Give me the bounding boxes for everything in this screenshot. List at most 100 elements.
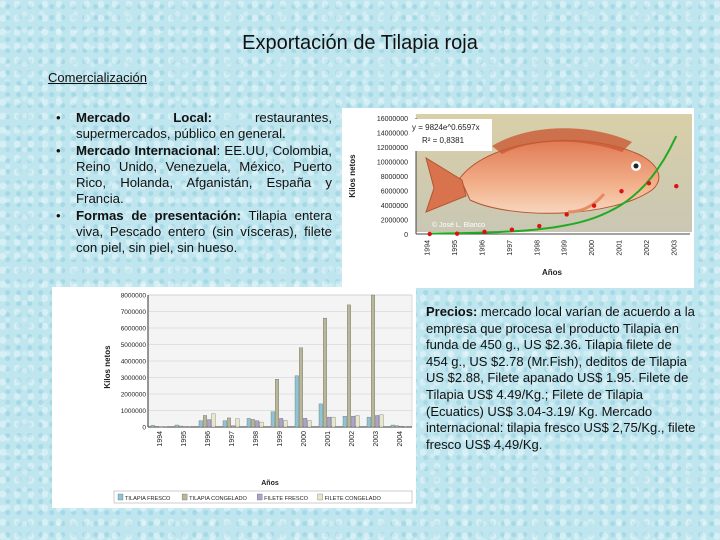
chart2-bar (323, 317, 327, 428)
chart1-xlabel: Años (542, 268, 563, 277)
chart2-legend-label: FILETE CONGELADO (325, 496, 382, 502)
chart1-data-point (591, 203, 597, 208)
chart2-legend-swatch (117, 493, 124, 501)
chart1-data-point (646, 181, 652, 186)
chart1-y-tick-label: 8000000 (381, 174, 408, 181)
chart2-bar (246, 418, 251, 428)
chart1-x-tick-label: 2000 (589, 240, 596, 256)
chart1-x-tick-label: 2001 (617, 240, 624, 256)
chart2-bar (183, 426, 188, 428)
chart2-y-tick-label: 3000000 (121, 375, 147, 382)
bullet-item: • Mercado Internacional: EE.UU, Colombia,… (56, 143, 332, 208)
bullet-text: restaurantes, supermercados, público en … (76, 110, 332, 142)
section-subtitle: Comercialización (48, 70, 147, 85)
chart2-bar (255, 420, 260, 428)
chart2-y-tick-label: 4000000 (121, 359, 147, 366)
chart2-x-tick-label: 1998 (253, 431, 260, 447)
chart2-bar (403, 426, 408, 428)
chart1-y-tick-label: 6000000 (381, 189, 408, 196)
chart2-bar (318, 403, 323, 428)
chart2-bar (399, 426, 404, 428)
chart2-bar (187, 426, 192, 428)
chart2-x-tick-label: 2003 (373, 431, 380, 447)
chart1-x-tick-label: 1995 (452, 240, 459, 256)
chart2-bar (155, 426, 159, 428)
chart2-y-tick-label: 8000000 (121, 293, 147, 300)
chart2-bar (379, 414, 384, 428)
export-bar-chart: 8000000 7000000 6000000 5000000 4000000 30000… (52, 287, 416, 508)
photo-credit: © José L. Blanco (432, 221, 485, 229)
chart2-bar (327, 416, 332, 428)
chart2-bar (299, 347, 303, 428)
chart2-y-tick-label: 5000000 (121, 342, 147, 349)
chart2-x-tick-label: 1999 (277, 431, 284, 447)
chart1-y-tick-label: 10000000 (377, 160, 408, 167)
chart2-x-tick-label: 2002 (349, 431, 356, 447)
chart1-x-tick-label: 1996 (480, 240, 487, 256)
bullet-dot: • (56, 110, 61, 125)
chart2-legend-swatch (181, 493, 188, 501)
chart2-bar (355, 415, 360, 428)
chart1-y-tick-label: 0 (404, 232, 408, 239)
chart1-y-ticks: 16000000 14000000 12000000 10000000 8000000 6… (377, 116, 408, 239)
chart2-xlabel: Años (261, 480, 279, 487)
chart2-x-tick-label: 1994 (157, 431, 164, 447)
bullet-label: Formas de presentación: (76, 207, 241, 223)
chart2-axes (147, 294, 413, 428)
chart1-data-point (674, 183, 679, 189)
chart2-bar (198, 420, 203, 428)
chart2-y-tick-label: 6000000 (121, 326, 147, 333)
chart2-bar (203, 415, 207, 428)
chart2-y-tick-label: 7000000 (121, 309, 147, 316)
chart1-ylabel: Kilos netos (348, 154, 357, 198)
chart2-x-tick-label: 2000 (301, 431, 308, 447)
chart2-bar (259, 421, 264, 428)
chart2-legend-swatch (317, 493, 323, 501)
chart2-bar (307, 420, 312, 428)
chart1-x-tick-label: 1998 (534, 240, 541, 256)
chart1-y-tick-label: 2000000 (381, 218, 408, 225)
prices-label: Precios: (426, 304, 478, 319)
chart2-bar (251, 419, 255, 428)
bullet-item: • Formas de presentación: Tilapia entera … (56, 208, 332, 257)
chart2-legend-label: FILETE FRESCO (264, 496, 308, 502)
chart2-bar (283, 420, 288, 428)
chart2-x-tick-label: 2001 (325, 431, 332, 447)
chart1-y-tick-label: 4000000 (381, 203, 408, 210)
trend-line (429, 135, 678, 235)
chart2-x-tick-label: 1996 (205, 431, 212, 447)
bullet-item: • Mercado Local: restaurantes, supermerca… (56, 110, 332, 143)
trend-r2: R² = 0,8381 (422, 136, 465, 145)
chart2-bar (351, 416, 356, 428)
chart2-bar (279, 418, 284, 428)
chart2-bar (371, 294, 375, 428)
chart1-x-tick-label: 1994 (425, 240, 432, 256)
bullet-text: : EE.UU, Colombia, Reino Unido, Venezuel… (76, 142, 332, 207)
chart2-legend: TILAPIA FRESCO TILAPIA CONGELADO FILETE FR… (113, 490, 413, 504)
chart2-bar (342, 416, 347, 428)
chart1-data-point (537, 223, 542, 229)
chart2-y-tick-label: 2000000 (121, 392, 147, 399)
chart2-bar (294, 375, 299, 428)
chart2-y-ticks: 8000000 7000000 6000000 5000000 4000000 30000… (121, 293, 147, 432)
chart1-x-tick-label: 2003 (671, 240, 678, 256)
chart1-x-ticks: 1994 1995 1996 1997 1998 1999 2000 2001 2002 2003 (425, 240, 679, 256)
chart1-y-tick-label: 14000000 (377, 131, 408, 138)
chart2-bar (275, 379, 279, 428)
chart1-x-tick-label: 1999 (562, 240, 569, 256)
chart1-data-point (482, 229, 487, 235)
chart2-bar (227, 417, 231, 428)
fish-photo (425, 128, 660, 214)
chart2-bar (174, 424, 179, 428)
chart2-y-tick-label: 1000000 (121, 408, 147, 415)
chart2-bar (159, 426, 164, 428)
chart2-legend-label: TILAPIA CONGELADO (189, 496, 247, 502)
chart1-points (427, 181, 679, 237)
bullet-label: Mercado Local: (76, 110, 213, 125)
bullet-label: Mercado Internacional (76, 142, 217, 158)
trend-equation: y = 9824e^0.6597x (412, 123, 480, 132)
chart2-bar (207, 419, 212, 428)
chart2-bar (150, 425, 155, 428)
chart2-bar (163, 426, 168, 428)
page-title: Exportación de Tilapia roja (242, 32, 478, 54)
